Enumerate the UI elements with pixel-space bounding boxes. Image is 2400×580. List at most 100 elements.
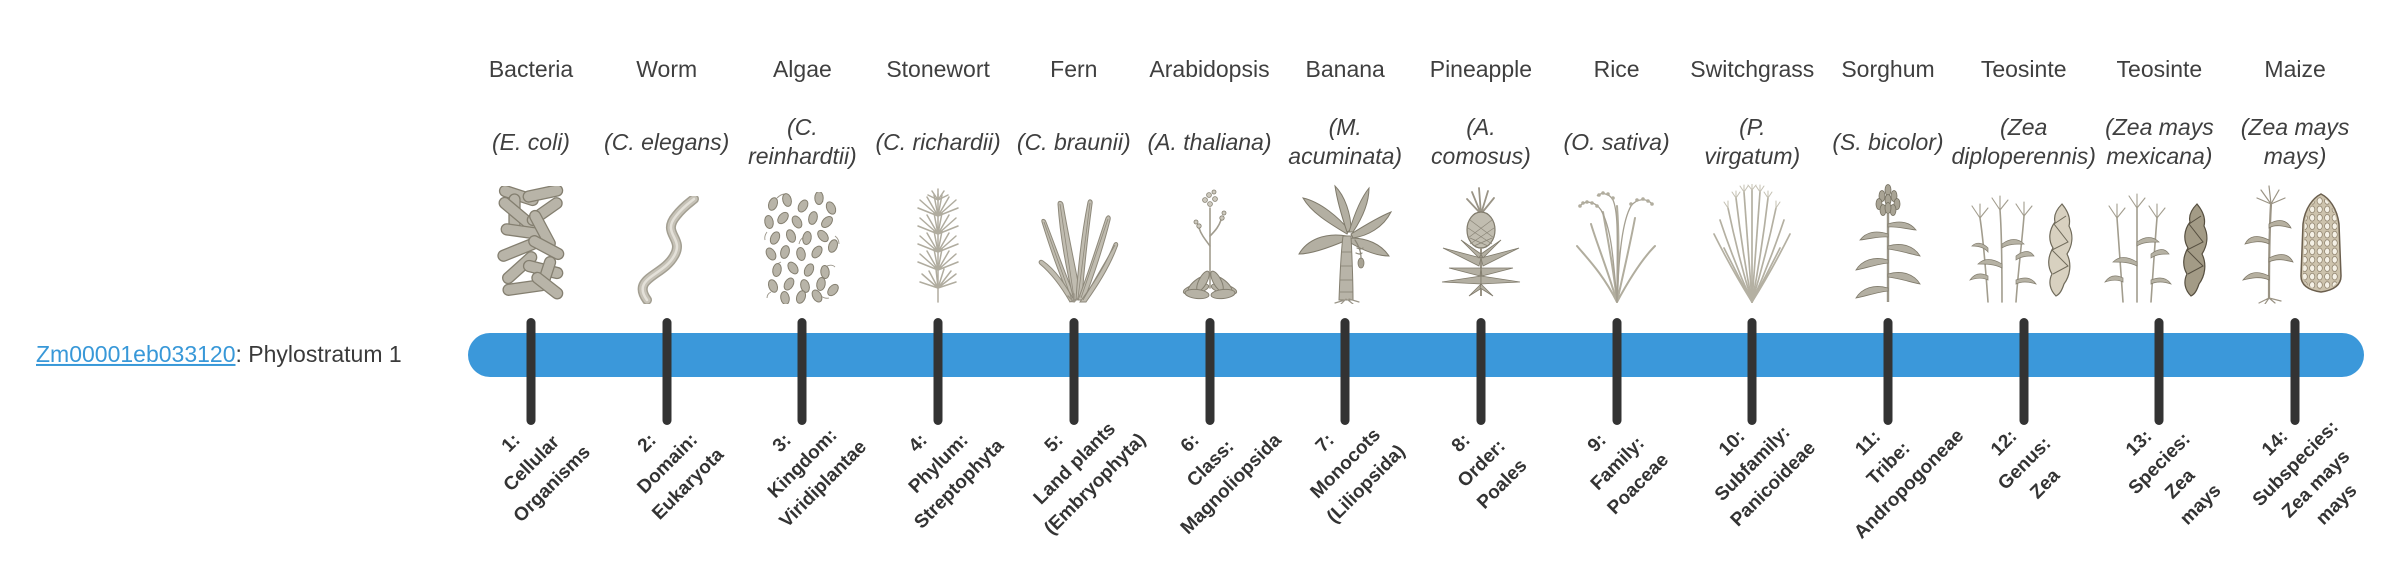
organism-scientific-name: (C. elegans) [604,128,730,155]
organism-scientific-name: (Zea mays mays) [2240,114,2350,169]
arabidopsis-illustration [1182,189,1237,300]
stratum-label: 13: Species: Zea mays [2122,426,2226,530]
organism-scientific-name-wrap: (Zea diploperennis) [1944,100,2104,184]
banana-illustration [1298,184,1393,304]
organism-common-name: Rice [1593,56,1640,82]
pineapple-illustration [1441,187,1520,297]
phylostratum-tick [1476,318,1486,425]
stratum-label: 6: Class: Magnoliopsida [1176,429,1286,539]
organism-illustration-slot [1140,172,1280,304]
phylostratum-tick [662,318,672,425]
organism-illustration-slot [2225,172,2365,304]
organism-common-name: Pineapple [1429,56,1533,82]
organism-scientific-name: (A. thaliana) [1147,128,1272,155]
phylostratum-tick [2019,318,2029,425]
organism-column-worm: Worm (C. elegans) 2: Domain: Eukaryota [597,0,737,580]
gene-label-suffix: : Phylostratum 1 [235,340,402,367]
organism-scientific-name: (A. comosus) [1431,114,1531,169]
organism-scientific-name: (C. reinhardtii) [748,114,857,169]
stratum-label: 4: Phylum: Streptophyta [904,429,1009,534]
stratum-label: 9: Family: Poaceae [1583,429,1673,519]
organism-illustration-slot [1547,172,1687,304]
organism-column-banana: Banana (M. acuminata) 7: Monocots (Lilio [1275,0,1415,580]
organism-column-switchgrass: Switchgrass (P. virgatum) 10: Subfamily:… [1682,0,1822,580]
phylostratum-tick [1205,318,1214,425]
organism-illustration-slot [597,172,737,304]
phylostratum-tick [1747,318,1757,425]
organism-column-teosinte-diploperennis: Teosinte (Zea diploperennis) 12: Gen [1951,0,2095,580]
phylostratum-tick [1883,318,1893,425]
worm-illustration [637,196,699,304]
organism-scientific-name: (P. virgatum) [1704,114,1801,169]
organism-scientific-name-wrap: (A. thaliana) [1130,100,1290,184]
organism-column-fern: Fern (C. braunii) 5: Land plants (Embryo… [1004,0,1150,580]
organism-scientific-name: (M. acuminata) [1288,114,1403,169]
organism-illustration-slot [1411,172,1551,304]
organism-scientific-name: (Zea diploperennis) [1951,114,2096,169]
maize-illustration [2242,185,2342,304]
phylostratum-tick [1612,318,1622,425]
organism-common-name: Teosinte [2116,56,2203,82]
organism-common-name: Arabidopsis [1149,56,1270,82]
organism-scientific-name: (E. coli) [492,128,570,155]
organism-common-name: Algae [772,56,832,82]
organism-scientific-name-wrap: (C. braunii) [994,100,1154,184]
teosinte-mexicana-illustration [2104,193,2208,303]
gene-link[interactable]: Zm00001eb033120 [36,340,236,367]
organism-common-name: Switchgrass [1690,56,1815,82]
organism-common-name: Maize [2264,56,2326,82]
stonewort-illustration [917,188,959,303]
algae-illustration [764,192,840,304]
organism-scientific-name-wrap: (C. richardii) [858,100,1018,184]
stratum-label: 1: Cellular Organisms [497,429,595,527]
phylostratum-tick [2290,318,2300,425]
switchgrass-illustration [1713,184,1792,303]
organism-common-name: Worm [636,56,698,82]
organism-column-algae: Algae (C. reinhardtii) [732,0,872,580]
organism-common-name: Fern [1050,56,1098,82]
organism-scientific-name: (C. richardii) [875,128,1001,155]
stratum-label: 14: Subspecies: Zea mays mays [2248,416,2362,530]
phylostratum-tick [933,318,943,425]
organism-common-name: Stonewort [886,56,990,82]
stratum-label: 12: Genus: Zea [1986,426,2064,504]
organism-column-teosinte-mexicana: Teosinte (Zea mays mexicana) 13: Species… [2089,0,2229,580]
bacteria-illustration [497,186,565,300]
stratum-label: 2: Domain: Eukaryota [633,429,728,525]
organism-scientific-name-wrap: (P. virgatum) [1672,100,1832,184]
organism-scientific-name-wrap: (C. reinhardtii) [722,100,882,184]
organism-scientific-name: (S. bicolor) [1832,128,1944,155]
organism-common-name: Bacteria [488,56,574,82]
organism-scientific-name-wrap: (E. coli) [451,100,611,184]
organism-common-name: Teosinte [1980,56,2067,82]
organism-illustration-slot [1818,172,1958,304]
organism-column-pineapple: Pineapple (A. comosus) 8: Order: Poa [1411,0,1551,580]
organism-column-rice: Rice (O. sativa) 9: Family: Poaceae [1547,0,1687,580]
phylostratum-tick [526,318,536,425]
phylostratum-tick [2154,318,2164,425]
rice-illustration [1575,191,1656,303]
organism-scientific-name: (Zea mays mexicana) [2105,114,2214,169]
phylostratum-tick [1340,318,1350,425]
stratum-label: 10: Subfamily: Panicoideae [1711,422,1821,531]
organism-scientific-name: (C. braunii) [1016,128,1131,155]
organism-common-name: Banana [1305,56,1385,82]
organism-column-arabidopsis: Arabidopsis (A. thaliana) [1140,0,1285,580]
organism-scientific-name-wrap: (M. acuminata) [1265,100,1425,184]
stratum-label: 3: Kingdom: Viridiplantae [764,424,872,532]
organism-illustration-slot [732,172,872,304]
organism-scientific-name-wrap: (O. sativa) [1537,100,1697,184]
organism-illustration-slot [868,172,1008,304]
stratum-label: 8: Order: Poales [1447,429,1532,514]
organism-illustration-slot [2089,172,2229,304]
organism-column-stonewort: Stonewort (C. richardii) 4: Phylum: Stre… [868,0,1008,580]
stratum-label: 7: Monocots (Liliopsida) [1306,424,1410,528]
organism-illustration-slot [1004,172,1144,304]
organism-scientific-name-wrap: (Zea mays mays) [2215,100,2375,184]
organism-column-sorghum: Sorghum (S. bicolor) 11: Tribe: Andropog… [1818,0,1968,580]
sorghum-illustration [1855,184,1921,302]
organism-scientific-name-wrap: (C. elegans) [587,100,747,184]
organism-column-maize: Maize (Zea mays mays) 14: Subspecies: Ze… [2225,0,2365,580]
organism-illustration-slot [461,172,601,304]
